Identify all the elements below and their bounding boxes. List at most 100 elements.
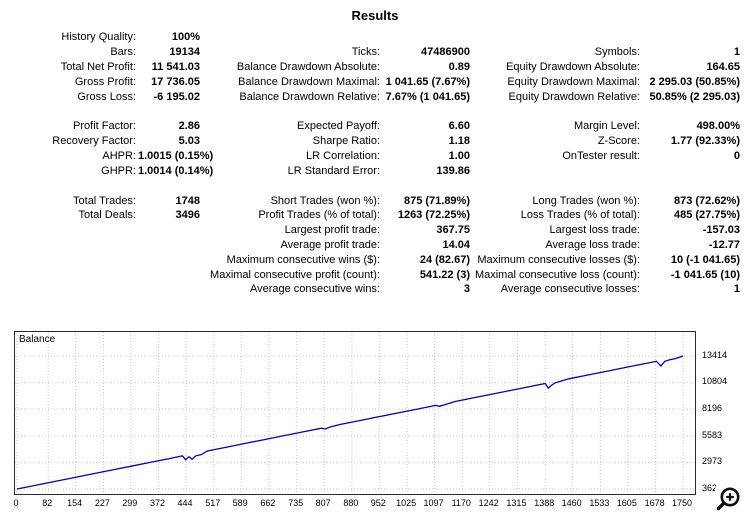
- stat-value: 1.00: [448, 149, 470, 162]
- stat-value: 1.0015 (0.15%): [138, 149, 214, 162]
- stat-label: Recovery Factor:: [52, 135, 136, 148]
- x-tick-label: 299: [122, 497, 138, 508]
- stat-label: Total Trades:: [73, 194, 136, 207]
- chart-plot-area[interactable]: Balance: [14, 330, 696, 495]
- stat-value: 17 736.05: [151, 75, 200, 88]
- zoom-button[interactable]: [715, 484, 743, 513]
- x-tick-label: 1678: [644, 497, 665, 508]
- stat-label: Average profit trade:: [280, 238, 380, 251]
- x-tick-label: 1170: [451, 497, 471, 508]
- stat-label: Ticks:: [351, 46, 380, 59]
- stat-label: Profit Trades (% of total):: [258, 209, 380, 222]
- x-tick-label: 589: [232, 497, 248, 508]
- balance-line-chart: [15, 331, 695, 494]
- stat-value: 11 541.03: [151, 60, 200, 73]
- stat-value: 367.75: [436, 224, 470, 237]
- stat-label: Short Trades (won %):: [270, 194, 380, 207]
- y-tick-label: 10804: [702, 376, 728, 387]
- stats-row: Average consecutive wins: 3 Average consec…: [8, 282, 750, 297]
- stat-value: 0.89: [448, 60, 470, 73]
- x-tick-label: 807: [315, 497, 331, 508]
- stat-label: Total Net Profit:: [60, 60, 136, 73]
- y-axis-labels: 13414 10804 8196 5583 2973 362: [700, 331, 738, 495]
- x-tick-label: 1750: [671, 497, 693, 508]
- stat-value: 10 (-1 041.65): [670, 253, 740, 266]
- stat-value: 164.65: [706, 60, 740, 73]
- x-tick-label: 0: [13, 497, 19, 508]
- stat-value: 1.77 (92.33%): [670, 135, 740, 148]
- stat-value: 1748: [175, 194, 200, 207]
- stat-value: 3: [463, 283, 470, 296]
- x-tick-label: 1388: [534, 497, 555, 508]
- x-tick-label: 880: [343, 497, 359, 508]
- stats-row: Maximal consecutive profit (count): 541.2…: [8, 267, 750, 282]
- stat-label: Gross Profit:: [74, 75, 136, 88]
- stats-row: Total Deals: 3496 Profit Trades (% of tota…: [8, 208, 750, 223]
- stat-value: -12.77: [708, 238, 740, 251]
- page-title: Results: [351, 8, 399, 23]
- stat-label: Largest profit trade:: [284, 224, 380, 237]
- section-spacer: [8, 178, 750, 193]
- stat-value: 2 295.03 (50.85%): [649, 75, 740, 88]
- x-tick-label: 372: [150, 497, 166, 508]
- stat-value: 1263 (72.25%): [397, 209, 470, 222]
- stats-row: Largest profit trade: 367.75 Largest loss …: [8, 223, 750, 238]
- x-tick-label: 444: [177, 497, 193, 508]
- stat-value: 14.04: [442, 238, 470, 251]
- stat-label: Balance Drawdown Maximal:: [238, 75, 380, 88]
- stat-label: OnTester result:: [562, 149, 640, 162]
- stat-label: GHPR:: [101, 164, 136, 177]
- stat-label: LR Standard Error:: [287, 164, 380, 177]
- stats-row: Total Trades: 1748 Short Trades (won %): 87…: [8, 193, 750, 208]
- chart-series-label: Balance: [19, 333, 56, 345]
- stat-label: Total Deals:: [78, 209, 136, 222]
- stats-row: Maximum consecutive wins ($): 24 (82.67) M…: [8, 252, 750, 267]
- x-axis-labels: 0 82 154 227 299 372 444 517 589 662 735 807 880 952 1…: [13, 497, 696, 510]
- balance-series-line: [16, 355, 684, 490]
- balance-chart: Balance 13414 10804 8196 5583 2973 362 0 82 154…: [13, 330, 743, 513]
- stat-label: Bars:: [110, 46, 136, 59]
- magnifier-plus-icon: [716, 487, 740, 510]
- stat-label: Balance Drawdown Absolute:: [236, 60, 380, 73]
- stat-value: 498.00%: [696, 120, 740, 133]
- x-tick-label: 952: [370, 497, 386, 508]
- stat-label: Symbols:: [594, 46, 640, 59]
- stat-value: -6 195.02: [153, 90, 200, 103]
- stat-value: 139.86: [436, 164, 470, 177]
- stats-row: Gross Profit: 17 736.05 Balance Drawdown M…: [8, 74, 750, 89]
- stats-row: Gross Loss: -6 195.02 Balance Drawdown Rel…: [8, 89, 750, 104]
- x-tick-label: 227: [94, 497, 110, 508]
- stat-label: Loss Trades (% of total):: [520, 209, 640, 222]
- stat-label: Margin Level:: [573, 120, 640, 133]
- x-tick-label: 1533: [589, 497, 610, 508]
- stat-value: -1 041.65 (10): [670, 268, 740, 281]
- stat-value: 19134: [169, 46, 200, 59]
- stat-label: History Quality:: [61, 31, 136, 44]
- results-page: Results History Quality: 100% Bars: 19134 Ti…: [0, 8, 750, 513]
- stat-label: Z-Score:: [597, 135, 640, 148]
- stat-label: Largest loss trade:: [549, 224, 641, 237]
- stat-label: LR Correlation:: [306, 149, 380, 162]
- stat-value: 1.0014 (0.14%): [138, 164, 214, 177]
- y-tick-label: 362: [702, 482, 718, 493]
- x-tick-label: 735: [288, 497, 304, 508]
- stat-label: Average consecutive losses:: [500, 283, 640, 296]
- stat-value: 1: [733, 283, 740, 296]
- stat-label: AHPR:: [102, 149, 136, 162]
- stat-value: 485 (27.75%): [673, 209, 740, 222]
- stats-row: GHPR: 1.0014 (0.14%) LR Standard Error: 139…: [8, 163, 750, 178]
- stat-value: 1.18: [448, 135, 470, 148]
- x-tick-label: 1097: [423, 497, 444, 508]
- statistics-table: History Quality: 100% Bars: 19134 Ticks: 4748…: [0, 23, 750, 297]
- stat-label: Maximal consecutive loss (count):: [474, 268, 640, 281]
- stat-value: 2.86: [178, 120, 200, 133]
- stat-label: Maximal consecutive profit (count):: [210, 268, 380, 281]
- stat-label: Balance Drawdown Relative:: [239, 90, 380, 103]
- stat-label: Average loss trade:: [545, 238, 640, 251]
- stat-value: 1: [733, 46, 740, 59]
- x-tick-label: 1605: [616, 497, 637, 508]
- section-spacer: [8, 104, 750, 119]
- x-tick-label: 1315: [506, 497, 527, 508]
- stat-value: 5.03: [178, 135, 200, 148]
- stat-label: Gross Loss:: [77, 90, 136, 103]
